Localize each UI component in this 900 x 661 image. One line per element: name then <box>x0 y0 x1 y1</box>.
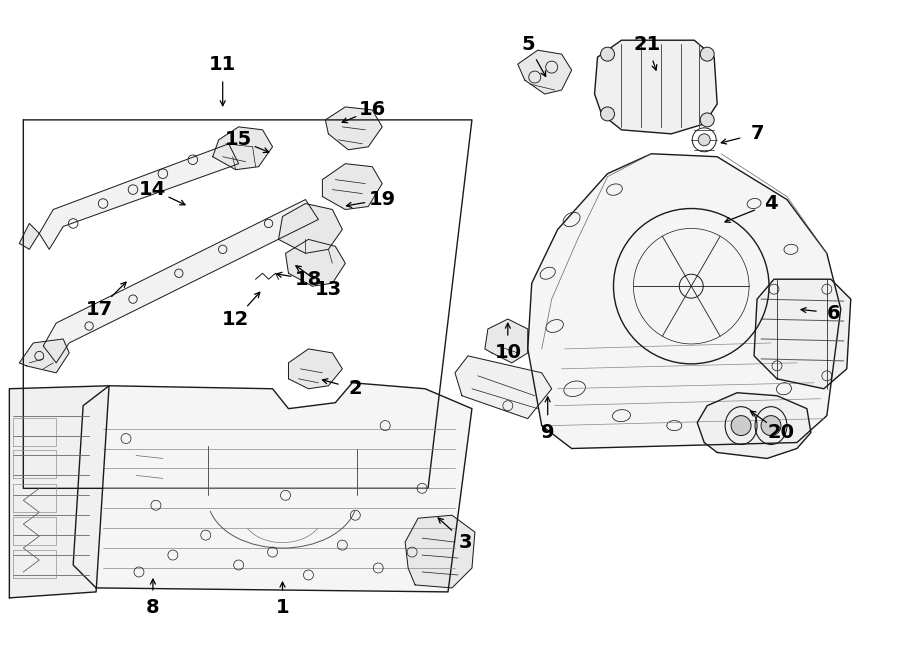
Polygon shape <box>9 386 109 598</box>
Polygon shape <box>455 356 552 418</box>
Text: 12: 12 <box>222 309 249 329</box>
Polygon shape <box>698 393 811 459</box>
Text: 11: 11 <box>209 55 237 73</box>
Text: 20: 20 <box>768 423 795 442</box>
Text: 21: 21 <box>634 35 661 54</box>
Text: 14: 14 <box>140 180 166 199</box>
Text: 8: 8 <box>146 598 159 617</box>
Polygon shape <box>518 50 572 94</box>
Text: 6: 6 <box>827 303 841 323</box>
Text: 16: 16 <box>358 100 386 120</box>
Polygon shape <box>527 154 841 449</box>
Text: 9: 9 <box>541 423 554 442</box>
Circle shape <box>700 47 715 61</box>
Circle shape <box>600 47 615 61</box>
Text: 4: 4 <box>764 194 778 213</box>
Text: 7: 7 <box>751 124 764 143</box>
Polygon shape <box>73 383 472 592</box>
Polygon shape <box>23 120 472 488</box>
Circle shape <box>600 107 615 121</box>
Polygon shape <box>595 40 717 134</box>
Polygon shape <box>485 319 527 363</box>
Polygon shape <box>19 223 40 249</box>
Circle shape <box>700 113 715 127</box>
Polygon shape <box>19 339 69 373</box>
Text: 19: 19 <box>369 190 396 209</box>
Text: 15: 15 <box>225 130 252 149</box>
Circle shape <box>731 416 752 436</box>
Polygon shape <box>40 144 239 249</box>
Text: 17: 17 <box>86 299 112 319</box>
Circle shape <box>698 134 710 146</box>
Polygon shape <box>405 515 475 588</box>
Polygon shape <box>326 107 382 150</box>
Polygon shape <box>43 200 319 363</box>
Polygon shape <box>285 239 346 286</box>
Polygon shape <box>289 349 342 389</box>
Polygon shape <box>754 279 850 389</box>
Text: 10: 10 <box>494 344 521 362</box>
Text: 5: 5 <box>521 35 535 54</box>
Text: 3: 3 <box>458 533 472 552</box>
Circle shape <box>761 416 781 436</box>
Polygon shape <box>212 127 273 170</box>
Text: 1: 1 <box>275 598 289 617</box>
Polygon shape <box>322 164 382 210</box>
Polygon shape <box>278 204 342 253</box>
Text: 18: 18 <box>295 270 322 289</box>
Text: 2: 2 <box>348 379 362 399</box>
Text: 13: 13 <box>315 280 342 299</box>
